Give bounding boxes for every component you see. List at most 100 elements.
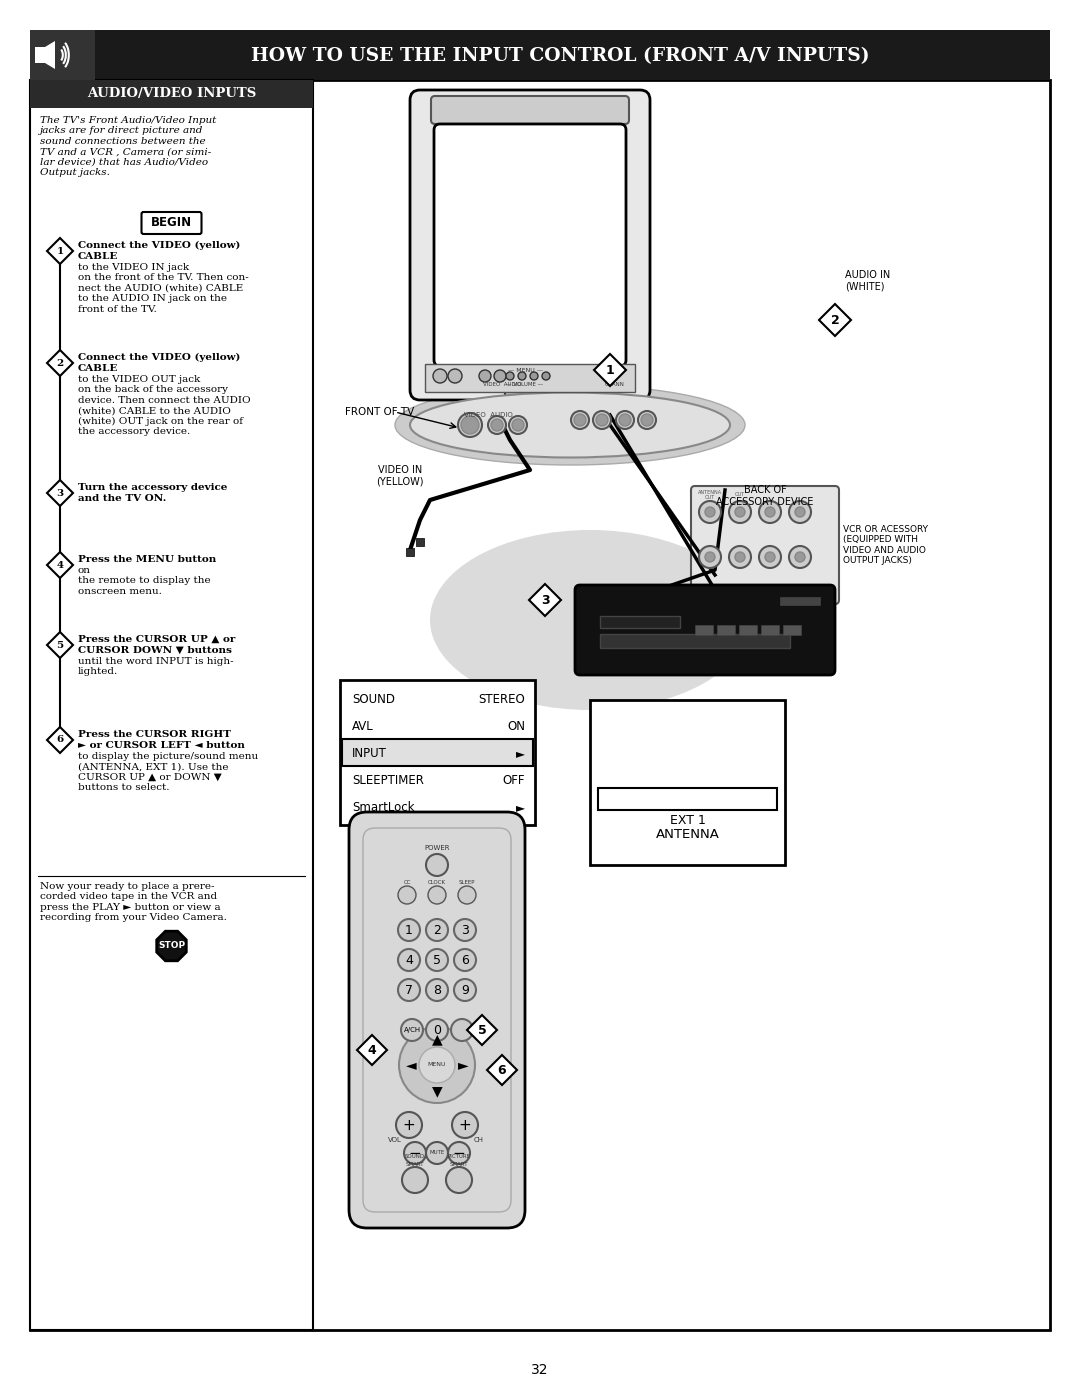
Text: CHANN: CHANN bbox=[605, 381, 625, 387]
Text: 4: 4 bbox=[367, 1044, 376, 1056]
Text: 2: 2 bbox=[56, 359, 64, 367]
Circle shape bbox=[454, 949, 476, 971]
Polygon shape bbox=[487, 1055, 517, 1085]
Text: A/CH: A/CH bbox=[404, 1027, 420, 1032]
Circle shape bbox=[642, 414, 653, 426]
Text: 6: 6 bbox=[498, 1063, 507, 1077]
Circle shape bbox=[454, 919, 476, 942]
Text: ► or CURSOR LEFT ◄ button: ► or CURSOR LEFT ◄ button bbox=[78, 740, 245, 750]
Bar bbox=[30, 80, 313, 108]
Text: 5: 5 bbox=[477, 1024, 486, 1037]
Text: ◄: ◄ bbox=[406, 1058, 416, 1071]
FancyBboxPatch shape bbox=[431, 96, 629, 124]
Bar bbox=[600, 616, 680, 629]
Text: SOUND: SOUND bbox=[405, 1154, 426, 1160]
Circle shape bbox=[480, 370, 491, 381]
Text: and the TV ON.: and the TV ON. bbox=[78, 495, 166, 503]
Text: on
the remote to display the
onscreen menu.: on the remote to display the onscreen me… bbox=[78, 566, 211, 595]
Text: Now your ready to place a prere-
corded video tape in the VCR and
press the PLAY: Now your ready to place a prere- corded … bbox=[40, 882, 227, 922]
Text: VIDEO  AUDIO: VIDEO AUDIO bbox=[483, 381, 522, 387]
Bar bbox=[505, 390, 555, 408]
Text: −: − bbox=[408, 1146, 421, 1161]
Circle shape bbox=[735, 507, 745, 517]
Text: +: + bbox=[403, 1118, 416, 1133]
Text: MUTE: MUTE bbox=[430, 1151, 445, 1155]
Circle shape bbox=[453, 1112, 478, 1139]
Text: to the VIDEO IN jack
on the front of the TV. Then con-
nect the AUDIO (white) CA: to the VIDEO IN jack on the front of the… bbox=[78, 263, 248, 313]
Text: — MENU —: — MENU — bbox=[508, 367, 542, 373]
Circle shape bbox=[765, 507, 775, 517]
Circle shape bbox=[571, 411, 589, 429]
Circle shape bbox=[765, 552, 775, 562]
FancyBboxPatch shape bbox=[349, 812, 525, 1228]
Ellipse shape bbox=[430, 529, 750, 710]
Text: The TV's Front Audio/Video Input
jacks are for direct picture and
sound connecti: The TV's Front Audio/Video Input jacks a… bbox=[40, 116, 216, 177]
Text: VIDEO  AUDIO: VIDEO AUDIO bbox=[463, 412, 512, 418]
Circle shape bbox=[461, 416, 480, 434]
Bar bbox=[696, 624, 713, 636]
Text: ON: ON bbox=[507, 719, 525, 733]
Circle shape bbox=[512, 419, 524, 432]
Text: 3: 3 bbox=[541, 594, 550, 606]
Circle shape bbox=[518, 372, 526, 380]
Circle shape bbox=[433, 369, 447, 383]
Polygon shape bbox=[35, 41, 55, 68]
Bar bbox=[406, 548, 414, 556]
Circle shape bbox=[729, 502, 751, 522]
Circle shape bbox=[458, 886, 476, 904]
Text: ANTENNA
OUT: ANTENNA OUT bbox=[698, 489, 723, 500]
Bar bbox=[416, 538, 424, 546]
Text: SmartLock: SmartLock bbox=[352, 800, 415, 814]
Text: 3: 3 bbox=[56, 489, 64, 497]
Polygon shape bbox=[48, 237, 73, 264]
Circle shape bbox=[448, 369, 462, 383]
Circle shape bbox=[638, 411, 656, 429]
Circle shape bbox=[542, 372, 550, 380]
Bar bbox=[590, 700, 785, 865]
Text: SLEEP: SLEEP bbox=[459, 880, 475, 884]
Text: BACK OF
ACCESSORY DEVICE: BACK OF ACCESSORY DEVICE bbox=[716, 485, 813, 507]
Text: CURSOR DOWN ▼ buttons: CURSOR DOWN ▼ buttons bbox=[78, 645, 232, 655]
FancyBboxPatch shape bbox=[434, 124, 626, 366]
Text: ►: ► bbox=[516, 747, 525, 760]
Bar bbox=[340, 680, 535, 826]
Text: INPUT: INPUT bbox=[352, 747, 387, 760]
Text: VOL: VOL bbox=[388, 1137, 402, 1143]
Circle shape bbox=[735, 552, 745, 562]
Bar bbox=[717, 624, 735, 636]
Circle shape bbox=[759, 502, 781, 522]
Text: to display the picture/sound menu
(ANTENNA, EXT 1). Use the
CURSOR UP ▲ or DOWN : to display the picture/sound menu (ANTEN… bbox=[78, 752, 258, 792]
Text: 4: 4 bbox=[56, 560, 64, 570]
Bar bbox=[600, 634, 789, 648]
Polygon shape bbox=[819, 305, 851, 337]
FancyBboxPatch shape bbox=[141, 212, 202, 235]
Circle shape bbox=[428, 886, 446, 904]
Circle shape bbox=[619, 414, 631, 426]
Text: ▲: ▲ bbox=[432, 1032, 443, 1046]
Polygon shape bbox=[403, 828, 473, 886]
Circle shape bbox=[426, 919, 448, 942]
Text: Press the CURSOR UP ▲ or: Press the CURSOR UP ▲ or bbox=[78, 636, 235, 644]
Bar bbox=[30, 29, 95, 80]
Text: MENU: MENU bbox=[428, 1063, 446, 1067]
Text: 1: 1 bbox=[56, 246, 64, 256]
Text: 3: 3 bbox=[461, 923, 469, 936]
Circle shape bbox=[795, 552, 805, 562]
Circle shape bbox=[699, 502, 721, 522]
Text: HOW TO USE THE INPUT CONTROL (FRONT A/V INPUTS): HOW TO USE THE INPUT CONTROL (FRONT A/V … bbox=[251, 47, 869, 66]
Circle shape bbox=[401, 1018, 423, 1041]
Text: 4: 4 bbox=[405, 954, 413, 967]
Text: STOP: STOP bbox=[158, 942, 185, 950]
Text: 8: 8 bbox=[433, 983, 441, 996]
Text: FRONT OF TV: FRONT OF TV bbox=[345, 407, 415, 416]
Text: Press the MENU button: Press the MENU button bbox=[78, 555, 216, 564]
Circle shape bbox=[494, 370, 507, 381]
Text: CC: CC bbox=[403, 880, 410, 884]
Text: 2: 2 bbox=[433, 923, 441, 936]
Polygon shape bbox=[357, 1035, 387, 1065]
Circle shape bbox=[507, 372, 514, 380]
Text: OFF: OFF bbox=[502, 774, 525, 787]
Circle shape bbox=[509, 416, 527, 434]
Bar bbox=[783, 624, 801, 636]
Text: 6: 6 bbox=[56, 735, 64, 745]
